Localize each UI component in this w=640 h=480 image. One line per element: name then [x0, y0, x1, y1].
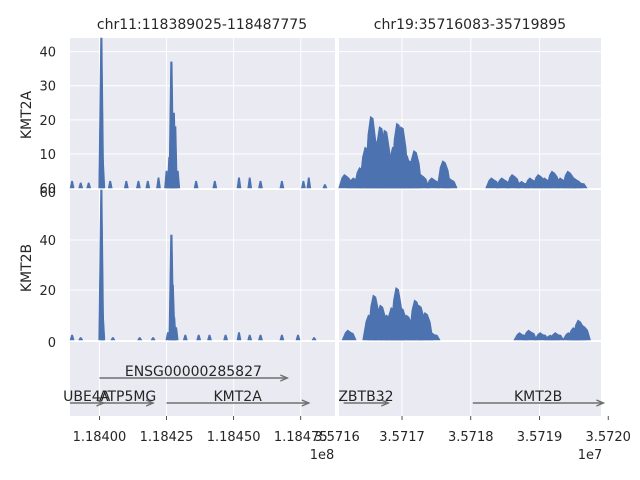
row-label-kmt2b: KMT2B — [19, 244, 35, 292]
coverage-peak-kmt2a-left-16 — [175, 170, 181, 189]
y-tick-label: 60 — [39, 182, 56, 197]
gene-label-atp5mg: ATP5MG — [99, 389, 156, 405]
gene-label-kmt2a: KMT2A — [214, 389, 263, 405]
gene-strand-arrow-icon — [280, 374, 290, 382]
x-tick-label: 1.18400 — [73, 430, 127, 445]
coverage-peak-kmt2b-left-16 — [236, 332, 242, 341]
coverage-peak-kmt2a-right-30 — [572, 180, 588, 189]
coverage-peak-kmt2b-left-19 — [279, 334, 285, 341]
gene-strand-arrow-icon — [145, 399, 155, 407]
x-tick-label: 3.5717 — [379, 430, 425, 445]
y-tick-label: 20 — [39, 284, 56, 299]
coverage-peak-kmt2a-left-22 — [279, 180, 285, 189]
coverage-peak-kmt2a-left-5 — [107, 180, 113, 189]
coverage-peak-kmt2b-left-13 — [196, 334, 202, 341]
coverage-peak-kmt2a-left-1 — [78, 182, 84, 189]
gene-label-ensg00000285827: ENSG00000285827 — [125, 364, 262, 380]
coverage-peak-kmt2a-left-8 — [145, 180, 151, 189]
panel-r1-c0 — [70, 190, 335, 340]
coverage-peak-kmt2a-left-20 — [247, 177, 253, 189]
coverage-peak-kmt2a-left-23 — [301, 180, 306, 189]
coverage-peak-kmt2a-left-24 — [306, 177, 312, 189]
coverage-peak-kmt2a-left-2 — [86, 182, 92, 189]
row-label-kmt2a: KMT2A — [19, 90, 35, 139]
coverage-peak-kmt2b-left-12 — [182, 334, 188, 341]
coverage-peak-kmt2b-left-1 — [78, 337, 84, 341]
x-tick-label: 3.5716 — [314, 430, 360, 445]
coverage-tracks — [69, 37, 591, 341]
column-title-right: chr19:35716083-35719895 — [374, 17, 566, 33]
coverage-peak-kmt2b-left-17 — [247, 334, 253, 341]
y-tick-label: 10 — [39, 148, 56, 163]
coverage-peak-kmt2a-left-18 — [212, 180, 218, 189]
gene-label-ube4a: UBE4A — [63, 389, 111, 405]
x-tick-label: 1.18450 — [207, 430, 261, 445]
x-tick-label: 3.5718 — [448, 430, 494, 445]
coverage-peak-kmt2a-left-6 — [123, 180, 129, 189]
x-exponent-right: 1e7 — [578, 448, 603, 463]
coverage-peak-kmt2a-right-18 — [442, 177, 458, 189]
coverage-peak-kmt2a-left-21 — [258, 180, 263, 189]
coverage-peak-kmt2a-left-4 — [100, 160, 106, 189]
y-tick-label: 0 — [48, 336, 56, 351]
coverage-peak-kmt2a-left-19 — [236, 177, 242, 189]
coverage-peak-kmt2b-left-11 — [173, 327, 179, 341]
gene-label-zbtb32: ZBTB32 — [338, 389, 393, 405]
x-tick-label: 3.5719 — [517, 430, 563, 445]
axis-text: chr11:118389025-118487775 chr19:35716083… — [19, 17, 631, 463]
coverage-peak-kmt2b-right-12 — [425, 332, 441, 341]
coverage-peak-kmt2b-left-3 — [100, 314, 106, 341]
coverage-peak-kmt2b-right-21 — [576, 324, 591, 341]
gene-label-kmt2b: KMT2B — [514, 389, 562, 405]
coverage-peak-kmt2a-left-17 — [193, 180, 199, 189]
coverage-peak-kmt2b-left-18 — [258, 334, 263, 341]
coverage-peak-kmt2b-left-4 — [110, 337, 116, 341]
coverage-peak-kmt2a-left-7 — [136, 180, 141, 189]
y-tick-label: 60 — [39, 186, 56, 201]
column-title-left: chr11:118389025-118487775 — [97, 17, 307, 33]
x-tick-label: 1.18425 — [140, 430, 194, 445]
coverage-peak-kmt2b-left-0 — [69, 334, 75, 341]
y-tick-label: 40 — [39, 46, 56, 61]
y-tick-label: 20 — [39, 114, 56, 129]
coverage-peak-kmt2b-left-6 — [150, 337, 156, 341]
x-tick-label: 3.5720 — [585, 430, 631, 445]
panel-backgrounds — [70, 38, 601, 416]
x-tick-label: 1.18475 — [274, 430, 328, 445]
coverage-peak-kmt2b-left-20 — [295, 334, 301, 341]
coverage-peak-kmt2b-left-15 — [223, 334, 228, 341]
panel-r0-c0 — [70, 38, 335, 188]
y-tick-label: 40 — [39, 234, 56, 249]
y-tick-label: 30 — [39, 80, 56, 95]
coverage-peak-kmt2b-right-0 — [341, 329, 357, 341]
gene-strand-arrow-icon — [381, 399, 391, 407]
coverage-peak-kmt2b-left-21 — [311, 337, 317, 341]
coverage-peak-kmt2b-left-14 — [207, 334, 212, 341]
coverage-peak-kmt2a-left-0 — [69, 180, 75, 189]
x-exponent-left: 1e8 — [310, 448, 335, 463]
coverage-peak-kmt2a-left-25 — [322, 184, 328, 189]
gene-strand-arrow-icon — [301, 399, 311, 407]
coverage-peak-kmt2a-left-9 — [156, 177, 161, 189]
coverage-peak-kmt2b-left-5 — [137, 337, 143, 341]
gene-strand-arrow-icon — [596, 399, 606, 407]
